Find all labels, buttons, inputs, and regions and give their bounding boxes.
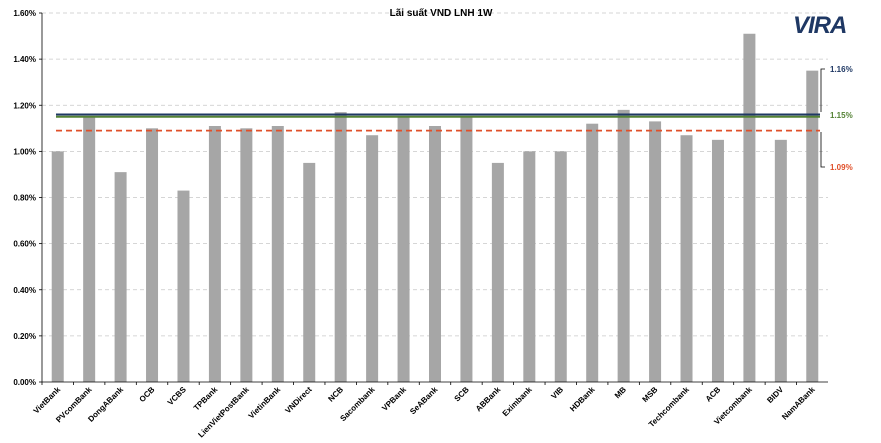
bar — [491, 162, 504, 382]
bar — [366, 135, 379, 382]
reference-line-label: 1.16% — [830, 65, 853, 74]
bar — [554, 151, 567, 382]
bar — [806, 70, 819, 382]
bar — [334, 112, 347, 382]
bar — [146, 128, 159, 382]
bars — [51, 33, 819, 383]
bar — [51, 151, 64, 382]
bar — [774, 139, 787, 382]
bar — [429, 126, 441, 382]
bar — [177, 190, 190, 382]
bar — [114, 172, 127, 382]
bar — [523, 151, 536, 382]
chart-title: Lãi suất VND LNH 1W — [390, 7, 493, 19]
bar — [743, 33, 756, 382]
bracket-upper — [820, 68, 825, 112]
bar — [208, 126, 221, 382]
reference-line-label: 1.09% — [830, 163, 853, 172]
y-tick-label: 0.40% — [13, 286, 36, 295]
bar — [303, 162, 316, 382]
y-tick-label: 1.00% — [13, 147, 36, 156]
bar — [460, 116, 473, 382]
y-tick-label: 0.60% — [13, 240, 36, 249]
reference-lines: 1.16% 1.15% 1.09% — [56, 65, 853, 172]
bar — [586, 123, 599, 382]
y-tick-label: 0.00% — [13, 378, 36, 387]
y-tick-label: 1.60% — [13, 9, 36, 18]
y-tick-label: 0.20% — [13, 332, 36, 341]
bar — [397, 116, 410, 382]
bar — [617, 109, 630, 383]
bar — [649, 121, 662, 383]
bar — [680, 135, 693, 382]
bar — [240, 128, 253, 382]
vira-logo: VIRA — [793, 12, 846, 39]
y-tick-label: 0.80% — [13, 194, 36, 203]
y-tick-label: 1.40% — [13, 55, 36, 64]
bracket-lower — [820, 132, 825, 168]
bar — [83, 116, 96, 382]
bar — [271, 126, 284, 382]
reference-line-label: 1.15% — [830, 111, 853, 120]
y-axis: 0.00% 0.20% 0.40% 0.60% 0.80% 1.00% 1.20% 1.40%… — [13, 9, 43, 387]
y-tick-label: 1.20% — [13, 101, 36, 110]
bar — [711, 139, 724, 382]
